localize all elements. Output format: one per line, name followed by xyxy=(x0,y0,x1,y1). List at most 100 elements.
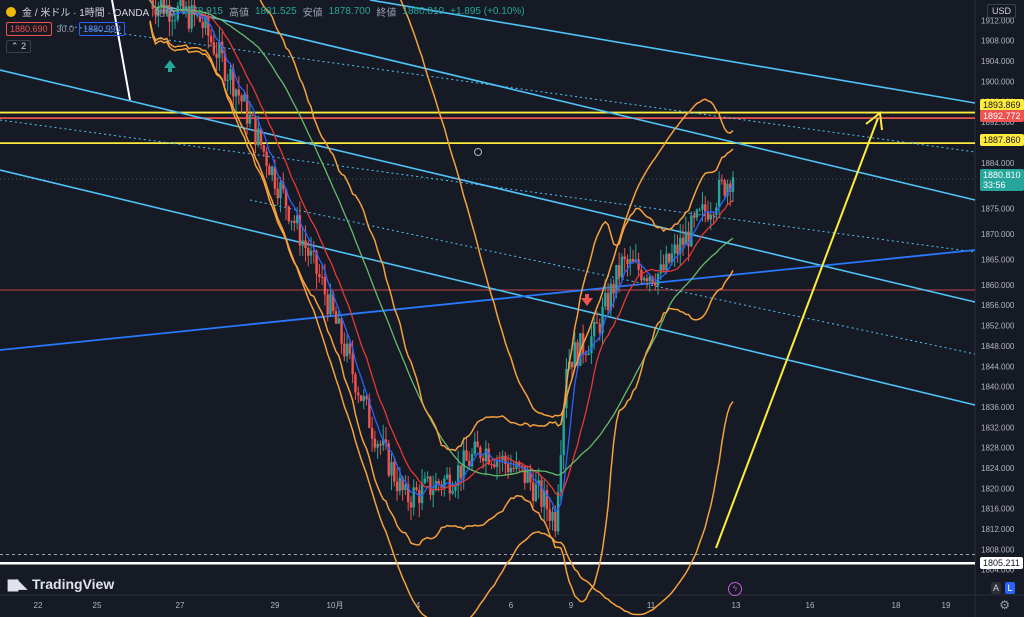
price-tag-1805: 1805.211 xyxy=(980,557,1023,569)
candle-body xyxy=(237,89,241,96)
candle-body xyxy=(684,231,688,245)
indicators-toggle[interactable]: ⌃ 2 xyxy=(6,40,32,53)
candle-body xyxy=(190,5,193,29)
candle-body xyxy=(329,293,332,315)
log-scale-button[interactable]: L xyxy=(1005,582,1015,594)
envelope-inner-upper xyxy=(259,0,734,452)
close-label: 終値 xyxy=(376,8,397,19)
candle-body xyxy=(384,439,388,444)
symbol-label[interactable]: 金 / 米ドル · 1時間 · OANDA xyxy=(22,8,150,19)
candle-body xyxy=(648,276,651,282)
candle-body xyxy=(309,250,313,256)
envelope-inner-lower xyxy=(149,20,734,603)
candle-body xyxy=(731,177,735,192)
candle-body xyxy=(229,69,232,80)
x-tick-label: 25 xyxy=(93,601,102,610)
lightning-icon[interactable]: ϟ xyxy=(728,582,742,596)
candle-body xyxy=(290,220,293,222)
candle-body xyxy=(637,259,640,270)
alarm-clock-icon xyxy=(474,148,482,156)
candle-body xyxy=(690,215,693,247)
tradingview-logo[interactable]: ▆◣ TradingView xyxy=(8,576,114,592)
auto-scale-button[interactable]: A xyxy=(991,582,1001,594)
candle-body xyxy=(681,237,685,245)
y-tick-label: 1865.000 xyxy=(981,255,1015,264)
candle-body xyxy=(631,259,635,262)
y-tick-label: 1904.000 xyxy=(981,57,1015,66)
candle-body xyxy=(218,41,221,58)
x-tick-label: 22 xyxy=(34,601,43,610)
candle-body xyxy=(518,461,521,466)
envelope-outer-upper xyxy=(400,0,734,419)
candle-body xyxy=(298,215,302,246)
y-tick-label: 1832.000 xyxy=(981,423,1015,432)
candle-body xyxy=(398,477,402,492)
candle-body xyxy=(548,509,551,521)
candle-body xyxy=(340,318,343,344)
candle-body xyxy=(481,457,485,462)
candle-body xyxy=(434,481,438,491)
y-tick-label: 1912.000 xyxy=(981,16,1015,25)
candle-body xyxy=(362,396,365,401)
candle-body xyxy=(437,481,440,485)
candle-body xyxy=(245,94,249,124)
settings-gear-icon[interactable]: ⚙ xyxy=(999,598,1010,612)
x-tick-label: 18 xyxy=(892,601,901,610)
x-tick-label: 11 xyxy=(647,601,656,610)
candle-body xyxy=(543,490,546,507)
candle-body xyxy=(576,342,579,366)
gold-coin-icon xyxy=(6,6,16,17)
candle-body xyxy=(595,322,599,324)
candle-body xyxy=(318,273,321,277)
candle-body xyxy=(620,256,624,278)
candle-body xyxy=(351,353,354,375)
candle-body xyxy=(429,476,432,495)
candle-body xyxy=(512,467,515,469)
candle-body xyxy=(584,354,588,356)
candle-body xyxy=(587,353,590,355)
y-tick-label: 1884.000 xyxy=(981,159,1015,168)
candle-body xyxy=(573,342,576,368)
y-tick-label: 1870.000 xyxy=(981,230,1015,239)
low-value: 1878.700 xyxy=(328,6,371,17)
candle-body xyxy=(198,14,202,22)
candle-body xyxy=(659,264,663,274)
trendline-dotted-1 xyxy=(59,24,976,153)
candle-body xyxy=(315,250,318,274)
candle-body xyxy=(179,0,182,7)
candle-body xyxy=(406,484,410,503)
y-tick-label: 1860.000 xyxy=(981,281,1015,290)
candle-body xyxy=(456,465,460,486)
candle-body xyxy=(706,211,710,220)
candle-body xyxy=(343,343,346,357)
x-tick-label: 6 xyxy=(509,601,514,610)
candle-body xyxy=(468,460,471,467)
trendline-channel-1 xyxy=(369,0,976,104)
sell-button[interactable]: 1880.690 xyxy=(6,22,52,36)
candle-body xyxy=(173,19,177,21)
candle-body xyxy=(676,244,679,254)
spread-value: 30.0 xyxy=(56,24,75,34)
candle-body xyxy=(254,115,257,146)
low-label: 安値 xyxy=(302,8,323,19)
candle-body xyxy=(504,455,507,464)
candle-body xyxy=(640,269,643,281)
candle-body xyxy=(348,343,352,354)
candle-body xyxy=(551,512,554,521)
candle-body xyxy=(240,95,243,102)
currency-selector[interactable]: USD xyxy=(986,4,1016,18)
buy-button[interactable]: 1880.990 xyxy=(79,22,125,36)
x-tick-label: 19 xyxy=(942,601,951,610)
candle-body xyxy=(592,322,596,337)
candle-body xyxy=(651,276,654,283)
trendline-channel-2 xyxy=(159,4,976,201)
candle-body xyxy=(562,408,565,456)
trendline-blue xyxy=(0,249,976,351)
candle-body xyxy=(357,392,360,396)
candle-body xyxy=(368,399,371,428)
candle-body xyxy=(259,128,263,146)
candle-body xyxy=(426,476,429,479)
candle-body xyxy=(537,480,540,485)
